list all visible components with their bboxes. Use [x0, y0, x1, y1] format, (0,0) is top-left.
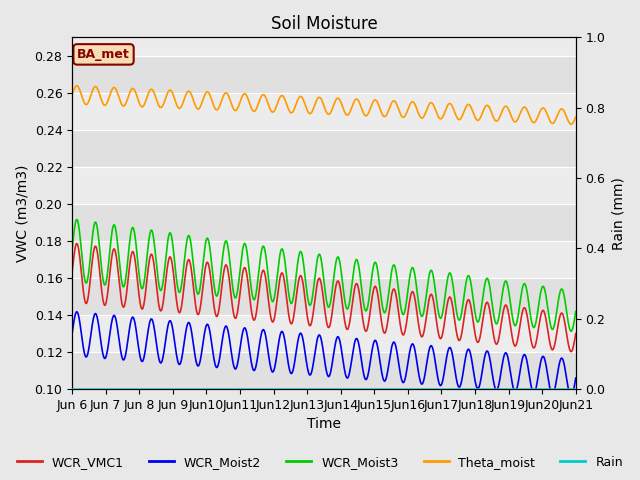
Bar — [72, 315, 576, 352]
Bar — [72, 278, 576, 315]
Y-axis label: Rain (mm): Rain (mm) — [611, 177, 625, 250]
Bar — [72, 93, 576, 130]
Bar — [72, 241, 576, 278]
X-axis label: Time: Time — [307, 418, 341, 432]
Bar — [72, 37, 576, 56]
Bar — [72, 56, 576, 93]
Text: BA_met: BA_met — [77, 48, 130, 61]
Bar — [72, 352, 576, 389]
Bar — [72, 167, 576, 204]
Legend: WCR_VMC1, WCR_Moist2, WCR_Moist3, Theta_moist, Rain: WCR_VMC1, WCR_Moist2, WCR_Moist3, Theta_… — [12, 451, 628, 474]
Title: Soil Moisture: Soil Moisture — [271, 15, 378, 33]
Bar — [72, 130, 576, 167]
Bar — [72, 204, 576, 241]
Y-axis label: VWC (m3/m3): VWC (m3/m3) — [15, 165, 29, 262]
